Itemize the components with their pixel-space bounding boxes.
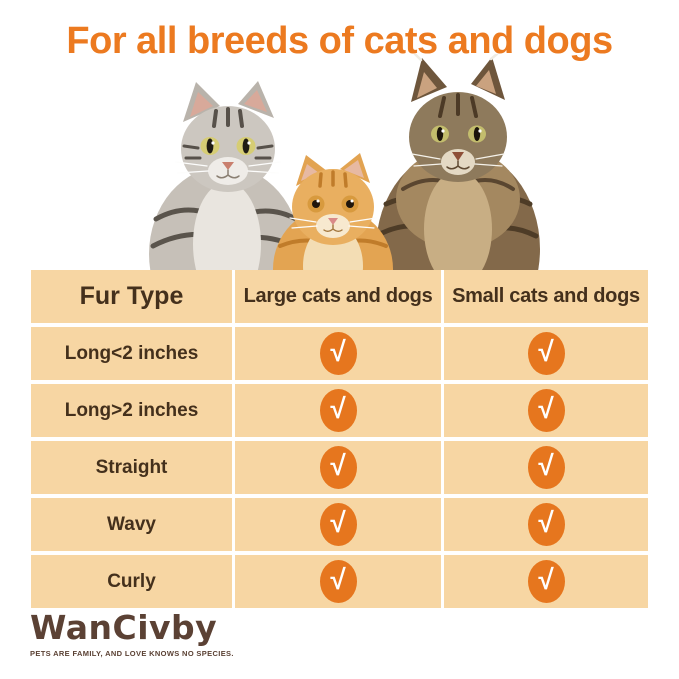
check-cell: √: [235, 555, 441, 608]
check-cell: √: [444, 327, 648, 380]
check-icon: √: [527, 332, 565, 375]
brand-tagline: PETS ARE FAMILY, AND LOVE KNOWS NO SPECI…: [30, 649, 234, 659]
row-label-long-under-2: Long<2 inches: [31, 327, 232, 380]
check-icon: √: [527, 503, 565, 546]
check-glyph: √: [538, 507, 554, 538]
page-title: For all breeds of cats and dogs: [66, 20, 613, 62]
check-icon: √: [319, 389, 357, 432]
column-header-small-cats-dogs: Small cats and dogs: [444, 270, 648, 323]
check-glyph: √: [330, 507, 346, 538]
check-cell: √: [235, 441, 441, 494]
check-cell: √: [444, 384, 648, 437]
check-icon: √: [527, 389, 565, 432]
row-label-straight: Straight: [31, 441, 232, 494]
check-icon: √: [319, 560, 357, 603]
check-cell: √: [235, 498, 441, 551]
check-icon: √: [319, 503, 357, 546]
check-glyph: √: [538, 564, 554, 595]
brand-logo: WanCivby PETS ARE FAMILY, AND LOVE KNOWS…: [30, 608, 234, 659]
row-label-long-over-2: Long>2 inches: [31, 384, 232, 437]
check-icon: √: [527, 446, 565, 489]
check-cell: √: [235, 384, 441, 437]
row-label-curly: Curly: [31, 555, 232, 608]
check-glyph: √: [330, 564, 346, 595]
check-icon: √: [319, 332, 357, 375]
check-glyph: √: [330, 393, 346, 424]
row-label-wavy: Wavy: [31, 498, 232, 551]
check-cell: √: [235, 327, 441, 380]
brand-name: WanCivby: [30, 608, 218, 647]
check-glyph: √: [538, 393, 554, 424]
check-cell: √: [444, 555, 648, 608]
silver-tabby-cat: [149, 81, 301, 342]
check-cell: √: [444, 441, 648, 494]
check-icon: √: [527, 560, 565, 603]
column-header-fur-type: Fur Type: [31, 270, 232, 323]
check-glyph: √: [538, 450, 554, 481]
check-glyph: √: [330, 336, 346, 367]
cats-photo: [128, 52, 553, 349]
check-cell: √: [444, 498, 648, 551]
maine-coon-cat: [376, 52, 540, 349]
column-header-large-cats-dogs: Large cats and dogs: [235, 270, 441, 323]
check-glyph: √: [538, 336, 554, 367]
check-icon: √: [319, 446, 357, 489]
compatibility-table: Fur Type Large cats and dogs Small cats …: [31, 270, 648, 608]
check-glyph: √: [330, 450, 346, 481]
